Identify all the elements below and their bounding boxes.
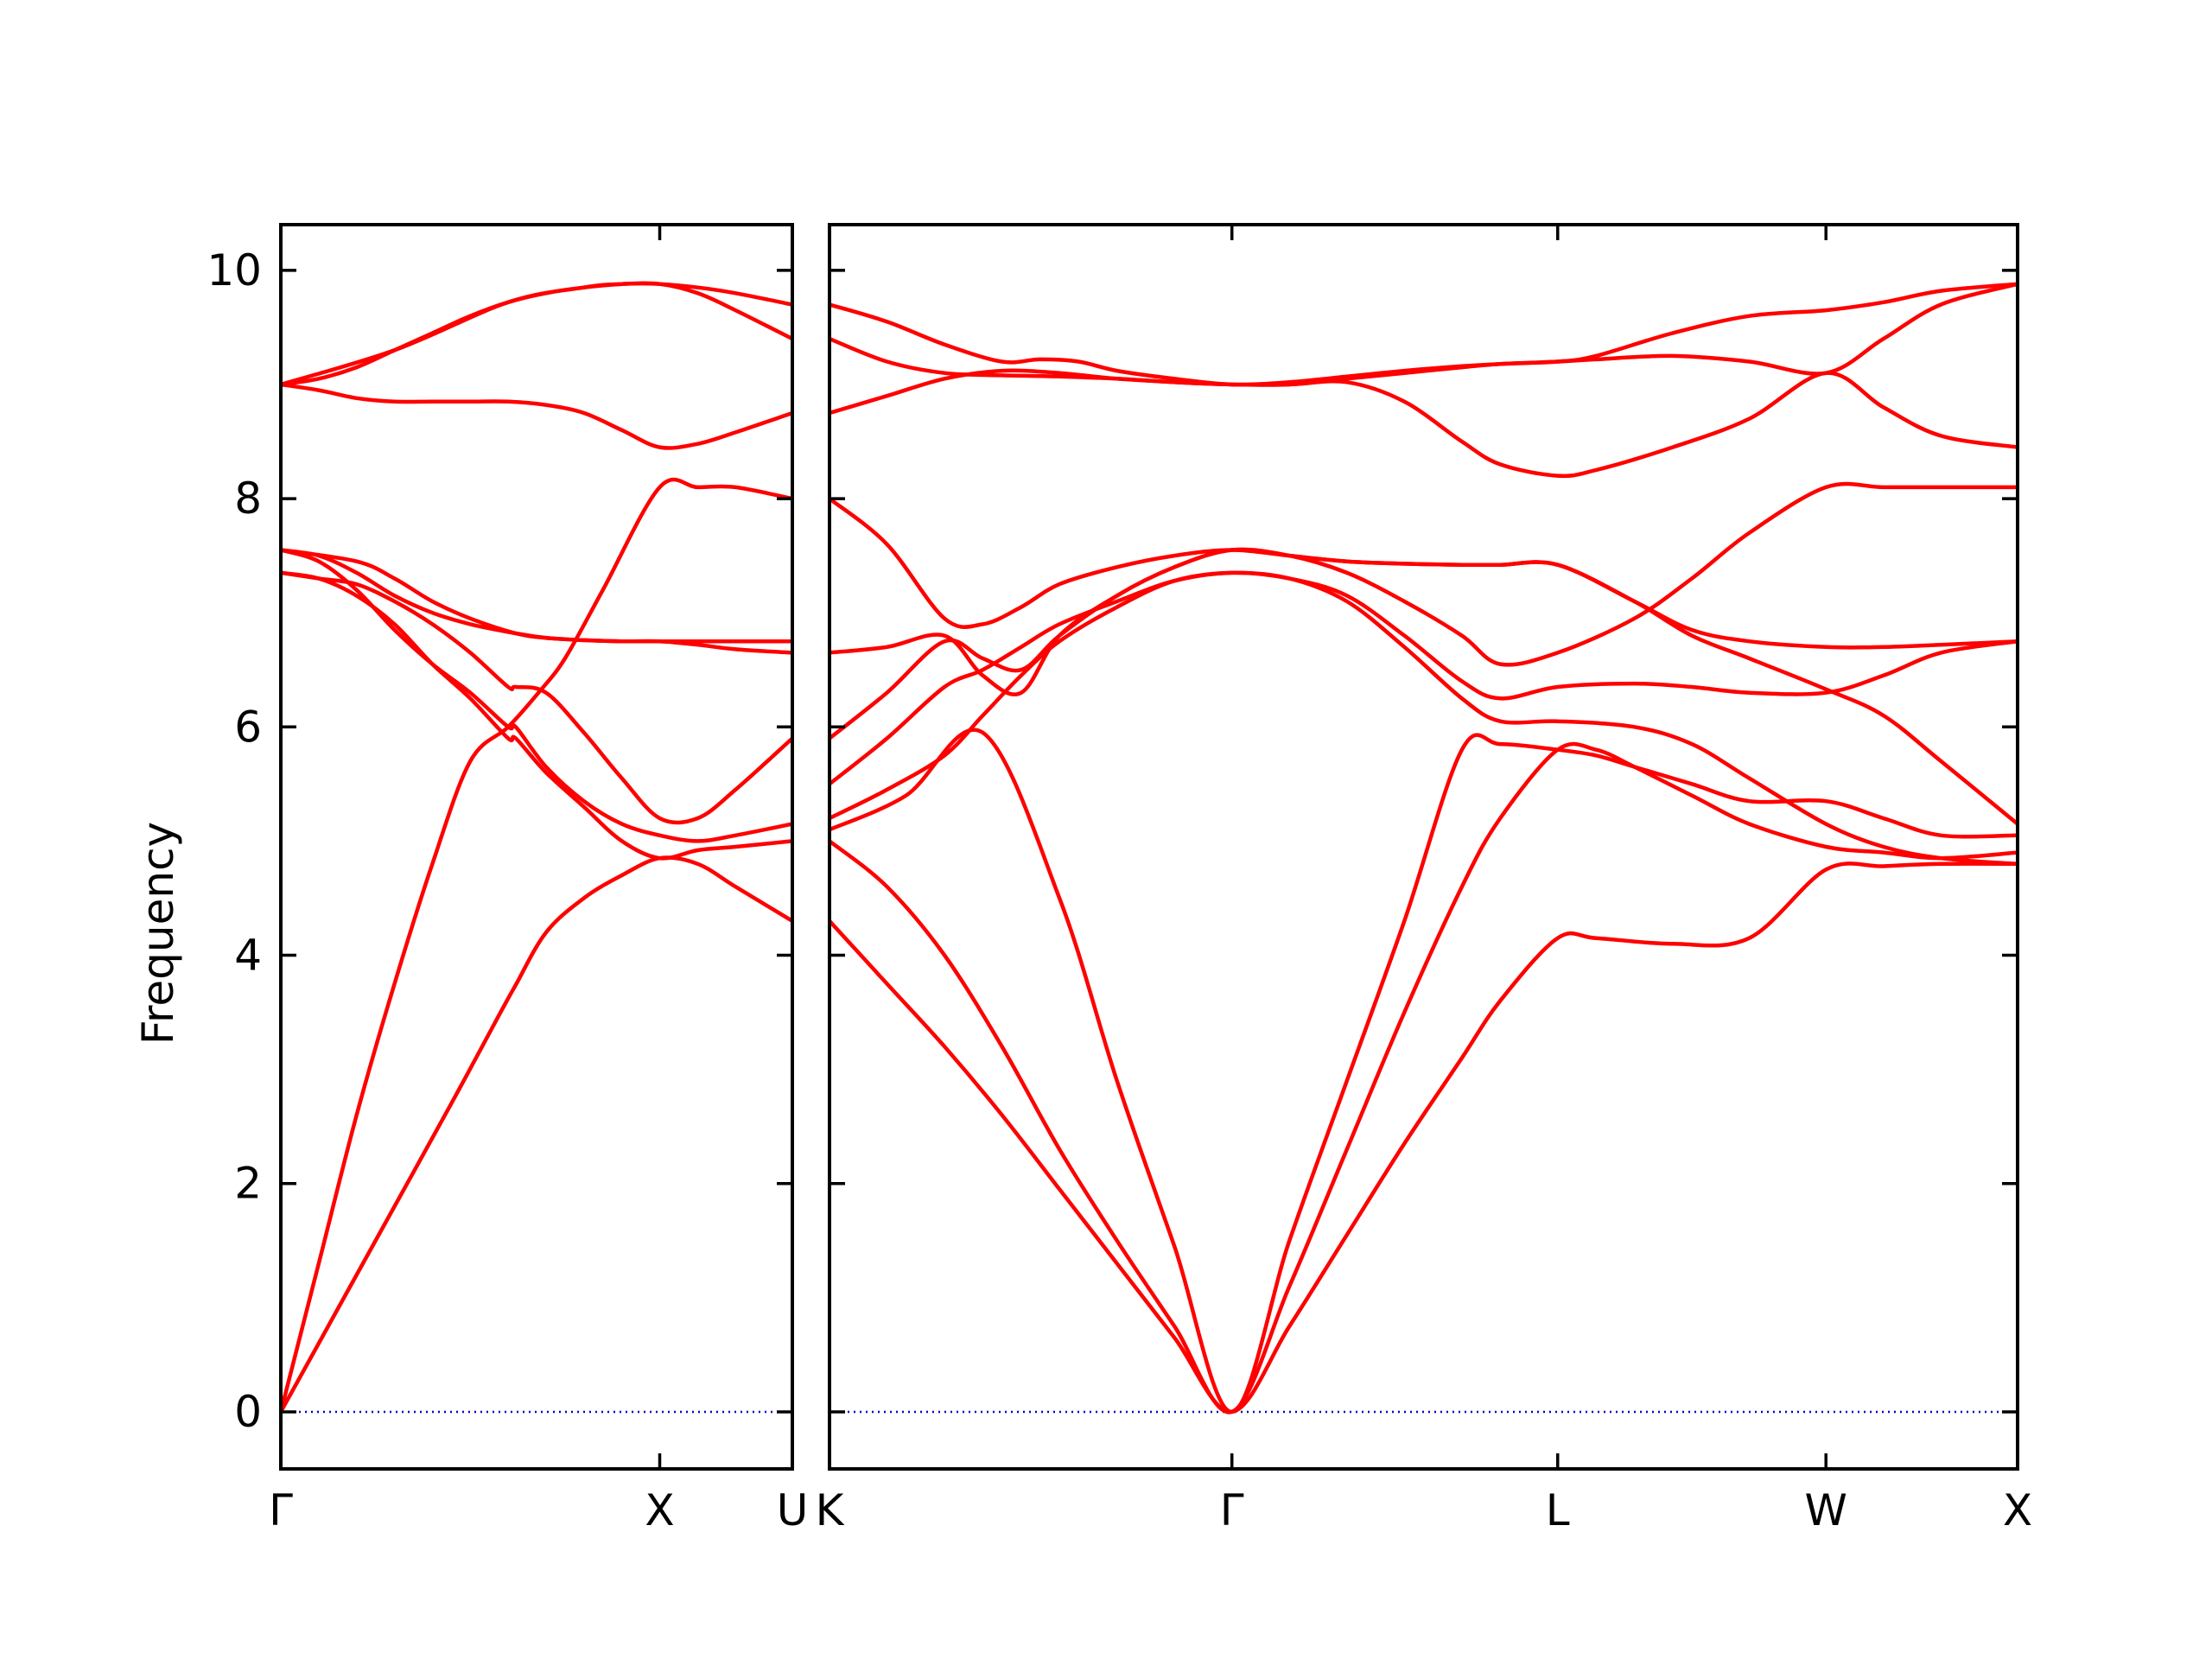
chart-panels: 0 2 4 6 8 10 Γ X U K Γ L W X [207,223,2032,1535]
band-1-4 [281,548,792,843]
band-2-10 [830,282,2018,387]
band-1-7 [281,548,792,644]
band-1-8 [281,382,792,450]
x-tick-label: Γ [1220,1485,1244,1535]
x-tick-label: L [1546,1485,1570,1535]
band-1-9 [281,281,792,387]
x-tick-label: U [777,1485,809,1535]
panel-frame [279,223,794,1471]
band-1-3 [281,570,792,861]
x-tick-label: K [816,1485,845,1535]
x-tick-label: X [645,1485,674,1535]
band-2-8 [830,496,2018,650]
band-2-9 [830,368,2018,479]
band-2-2 [830,741,2018,1414]
x-tick-label: Γ [269,1485,293,1535]
band-2-3 [830,728,2018,1414]
band-1-1 [281,855,792,1414]
band-1-2 [281,477,792,1414]
y-axis-label: Frequency [133,822,183,1045]
band-2-5 [830,570,2018,786]
y-tick-label: 10 [207,245,262,296]
panel-frame [828,223,2019,1471]
band-2-1 [830,861,2018,1414]
y-tick-label: 2 [234,1159,262,1209]
band-2-11 [830,282,2018,387]
band-1-5 [281,570,792,825]
panel-1: 0 2 4 6 8 10 Γ X U [207,223,809,1535]
y-tick-label: 4 [234,931,262,981]
band-1-10 [281,281,792,387]
y-tick-label: 0 [234,1387,262,1437]
band-2-6 [830,481,2018,741]
x-tick-label: X [2003,1485,2032,1535]
panel-1-plot-area [281,281,792,1414]
y-tick-label: 6 [234,702,262,752]
y-tick-label: 8 [234,474,262,524]
x-tick-label: W [1804,1485,1847,1535]
panel-2-plot-area [830,282,2018,1414]
